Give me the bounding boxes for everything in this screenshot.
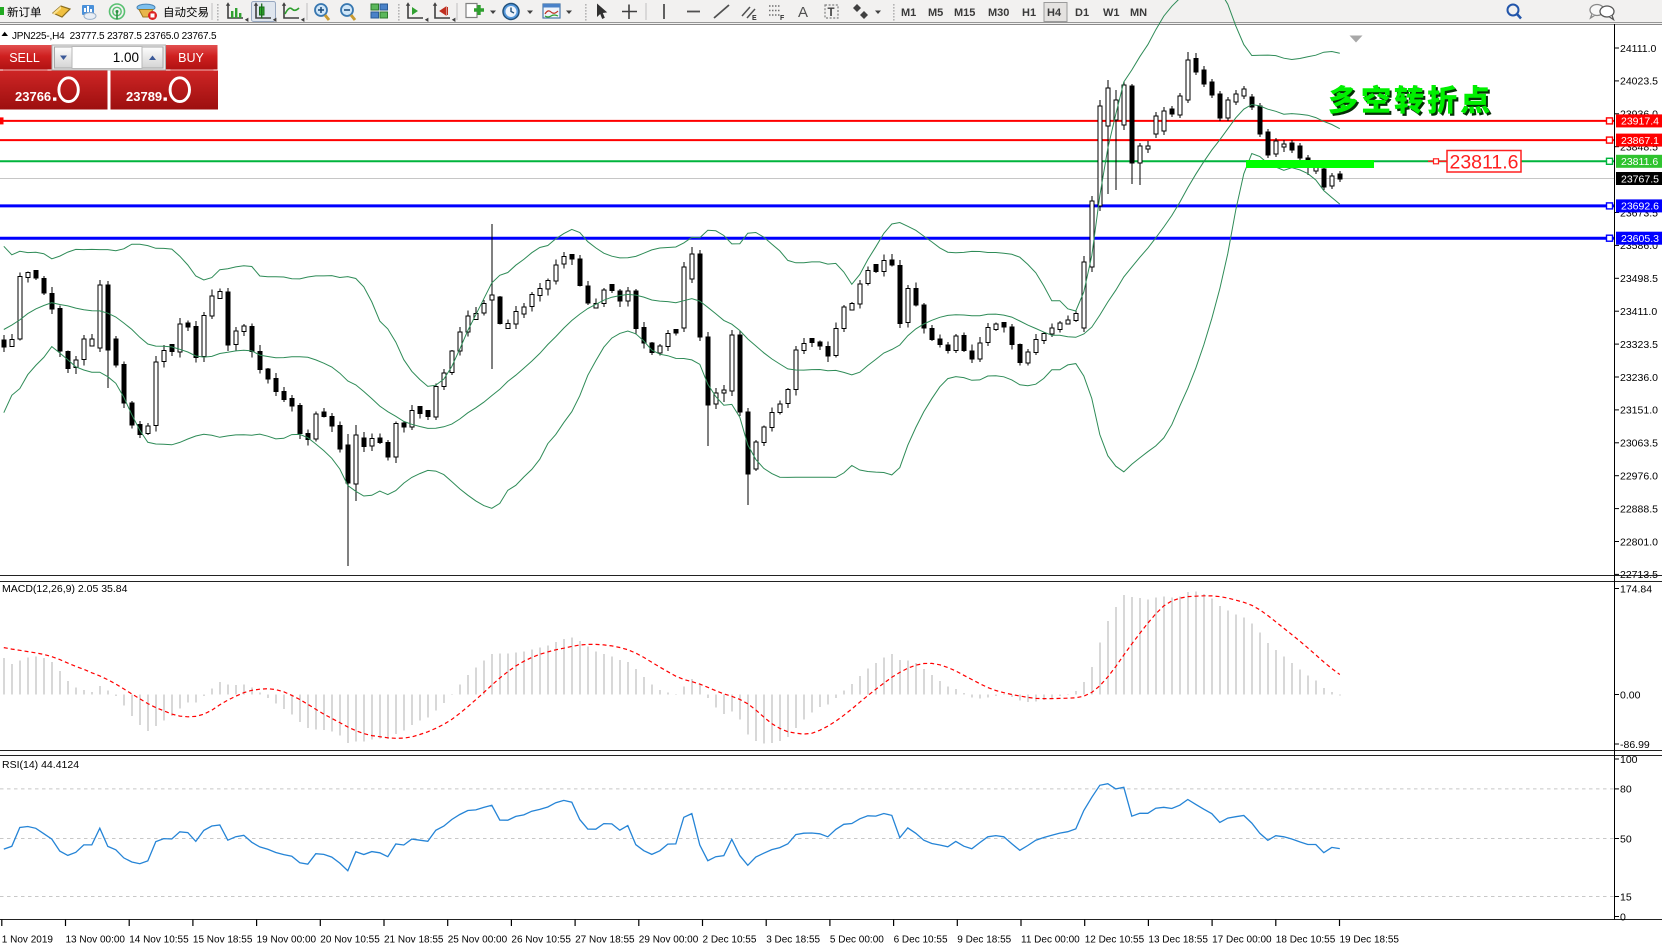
svg-text:M5: M5 <box>928 7 943 19</box>
svg-text:174.84: 174.84 <box>1620 583 1652 595</box>
svg-text:23867.1: 23867.1 <box>1621 135 1659 147</box>
svg-text:27 Nov 18:55: 27 Nov 18:55 <box>575 935 635 946</box>
svg-text:0.00: 0.00 <box>1620 689 1641 701</box>
svg-text:26 Nov 10:55: 26 Nov 10:55 <box>511 935 571 946</box>
svg-text:F: F <box>780 15 785 22</box>
svg-text:JPN225-,H4 23777.5 23787.5 23: JPN225-,H4 23777.5 23787.5 23765.0 23767… <box>12 31 217 42</box>
svg-text:12 Dec 10:55: 12 Dec 10:55 <box>1085 935 1145 946</box>
svg-text:W1: W1 <box>1103 7 1120 19</box>
svg-text:-86.99: -86.99 <box>1620 739 1650 751</box>
svg-text:22801.0: 22801.0 <box>1620 536 1658 548</box>
svg-text:0: 0 <box>1620 911 1626 923</box>
svg-text:80: 80 <box>1620 784 1632 796</box>
svg-text:5 Dec 00:00: 5 Dec 00:00 <box>830 935 884 946</box>
svg-text:13 Dec 18:55: 13 Dec 18:55 <box>1148 935 1208 946</box>
svg-text:2 Dec 10:55: 2 Dec 10:55 <box>703 935 757 946</box>
svg-text:D1: D1 <box>1075 7 1089 19</box>
svg-text:23411.0: 23411.0 <box>1620 306 1657 318</box>
svg-text:24023.5: 24023.5 <box>1620 76 1658 88</box>
svg-text:M1: M1 <box>901 7 916 19</box>
svg-text:MN: MN <box>1130 7 1147 19</box>
svg-text:18 Dec 10:55: 18 Dec 10:55 <box>1276 935 1336 946</box>
svg-text:23811.6: 23811.6 <box>1621 156 1658 168</box>
svg-text:100: 100 <box>1620 754 1638 766</box>
svg-text:H4: H4 <box>1047 7 1062 19</box>
svg-text:23811.6: 23811.6 <box>1449 152 1518 174</box>
svg-text:50: 50 <box>1620 833 1632 845</box>
svg-text:21 Nov 18:55: 21 Nov 18:55 <box>384 935 444 946</box>
svg-text:19 Nov 00:00: 19 Nov 00:00 <box>257 935 317 946</box>
svg-text:E: E <box>752 15 757 22</box>
svg-text:M15: M15 <box>954 7 975 19</box>
svg-text:23605.3: 23605.3 <box>1621 233 1659 245</box>
svg-text:T: T <box>828 7 835 19</box>
svg-text:19 Dec 18:55: 19 Dec 18:55 <box>1340 935 1400 946</box>
svg-text:29 Nov 00:00: 29 Nov 00:00 <box>639 935 699 946</box>
svg-text:BUY: BUY <box>178 51 204 65</box>
svg-text:20 Nov 10:55: 20 Nov 10:55 <box>320 935 380 946</box>
svg-text:M30: M30 <box>988 7 1009 19</box>
svg-text:23692.6: 23692.6 <box>1621 201 1659 213</box>
svg-text:15: 15 <box>1620 891 1632 903</box>
svg-text:23789: 23789 <box>126 89 162 104</box>
svg-text:22976.0: 22976.0 <box>1620 471 1658 483</box>
svg-text:15 Nov 18:55: 15 Nov 18:55 <box>193 935 253 946</box>
svg-text:6 Dec 10:55: 6 Dec 10:55 <box>894 935 948 946</box>
svg-text:A: A <box>798 4 808 21</box>
svg-text:RSI(14) 44.4124: RSI(14) 44.4124 <box>2 759 79 771</box>
svg-text:H1: H1 <box>1022 7 1036 19</box>
svg-text:23151.0: 23151.0 <box>1620 405 1658 417</box>
svg-text:23766: 23766 <box>15 89 51 104</box>
svg-text:11 Dec 00:00: 11 Dec 00:00 <box>1021 935 1080 946</box>
svg-text:SELL: SELL <box>9 51 40 65</box>
svg-text:23236.0: 23236.0 <box>1620 372 1658 384</box>
svg-text:22888.5: 22888.5 <box>1620 503 1658 515</box>
svg-text:3 Dec 18:55: 3 Dec 18:55 <box>766 935 820 946</box>
svg-text:25 Nov 00:00: 25 Nov 00:00 <box>448 935 508 946</box>
svg-text:13 Nov 00:00: 13 Nov 00:00 <box>66 935 126 946</box>
svg-text:23498.5: 23498.5 <box>1620 273 1658 285</box>
svg-text:MACD(12,26,9) 2.05 35.84: MACD(12,26,9) 2.05 35.84 <box>2 583 128 595</box>
svg-text:1 Nov 2019: 1 Nov 2019 <box>2 935 54 946</box>
svg-text:23917.4: 23917.4 <box>1621 116 1659 128</box>
svg-text:23063.5: 23063.5 <box>1620 438 1658 450</box>
svg-text:1.00: 1.00 <box>113 50 139 65</box>
svg-text:14 Nov 10:55: 14 Nov 10:55 <box>129 935 189 946</box>
svg-text:23323.5: 23323.5 <box>1620 339 1658 351</box>
svg-text:23767.5: 23767.5 <box>1621 173 1659 185</box>
svg-text:17 Dec 00:00: 17 Dec 00:00 <box>1212 935 1272 946</box>
svg-text:24111.0: 24111.0 <box>1620 43 1657 55</box>
svg-text:9 Dec 18:55: 9 Dec 18:55 <box>957 935 1011 946</box>
